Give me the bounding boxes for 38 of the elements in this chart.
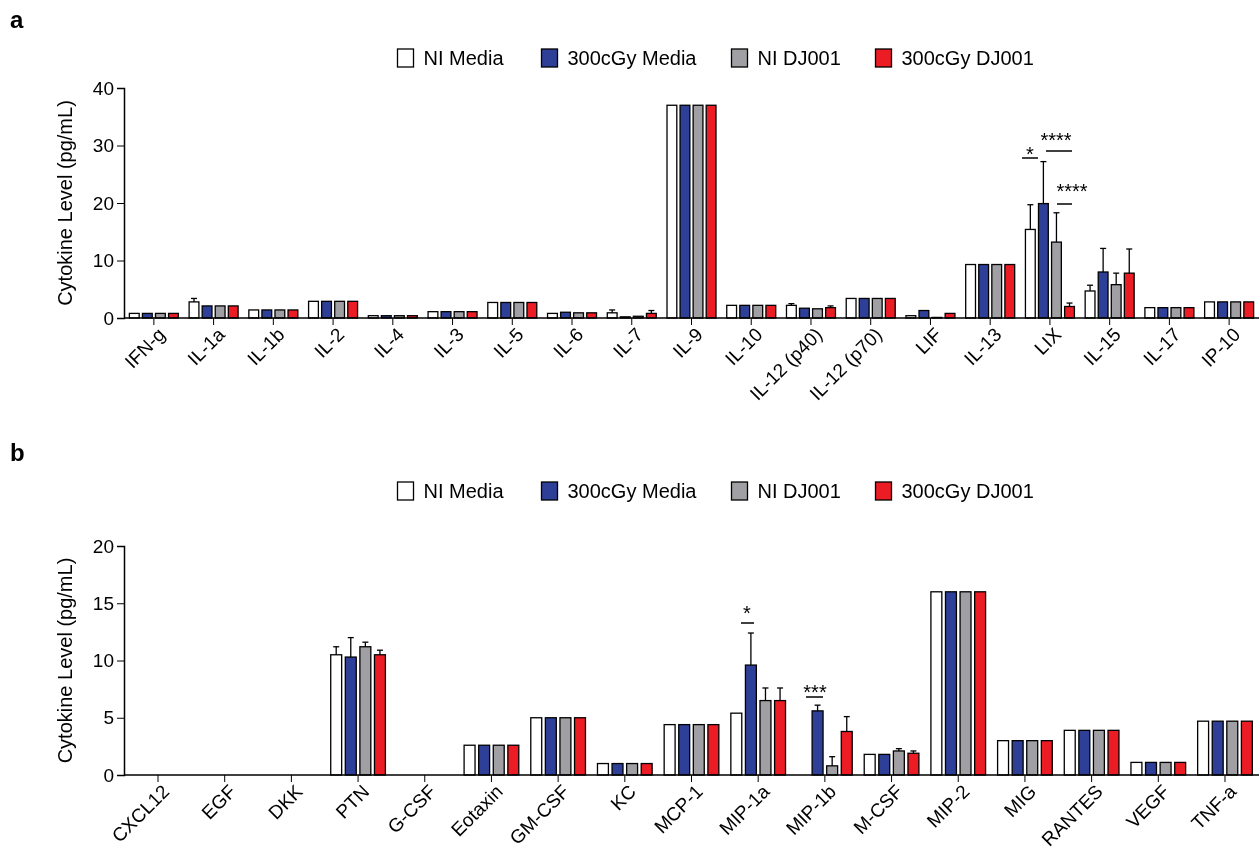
x-tick-label: IL-2 — [310, 323, 349, 362]
chart-title: a — [10, 6, 24, 33]
y-tick-label: 0 — [103, 764, 114, 786]
legend-label: 300cGy Media — [567, 47, 698, 69]
x-tick-label: MIG — [999, 780, 1041, 821]
y-tick-label: 0 — [103, 307, 114, 329]
legend-label: NI DJ001 — [757, 479, 841, 502]
legend-label: 300cGy DJ001 — [901, 47, 1034, 69]
annotation: * — [743, 601, 752, 624]
y-axis-title: Cytokine Level (pg/mL) — [54, 557, 76, 763]
x-tick-label: IL-3 — [429, 323, 468, 362]
annotation: **** — [1040, 129, 1072, 151]
x-tick-label: LIX — [1030, 323, 1066, 359]
legend-label: NI Media — [423, 479, 505, 502]
legend-label: 300cGy DJ001 — [901, 479, 1034, 502]
x-tick-label: IL-9 — [668, 323, 707, 362]
x-tick-label: IL-5 — [489, 323, 528, 362]
y-tick-label: 15 — [92, 592, 114, 614]
y-tick-label: 40 — [92, 77, 114, 99]
x-tick-label: KC — [606, 780, 641, 814]
y-tick-label: 20 — [92, 535, 114, 557]
annotation: *** — [803, 680, 827, 703]
annotation: **** — [1056, 180, 1088, 202]
x-tick-label: IL-7 — [609, 323, 648, 362]
legend-label: 300cGy Media — [567, 479, 698, 502]
y-tick-label: 10 — [92, 250, 114, 272]
y-tick-label: 20 — [92, 192, 114, 214]
annotation: * — [1026, 143, 1035, 165]
x-tick-label: IL-6 — [549, 323, 588, 362]
x-tick-label: LIF — [911, 323, 946, 359]
y-tick-label: 5 — [103, 706, 114, 728]
x-tick-label: IL-4 — [370, 323, 409, 362]
y-tick-label: 30 — [92, 135, 114, 157]
y-tick-label: 10 — [92, 649, 114, 671]
chart-title: b — [10, 438, 25, 466]
legend-label: NI DJ001 — [757, 47, 841, 69]
y-axis-title: Cytokine Level (pg/mL) — [54, 100, 76, 306]
legend-label: NI Media — [423, 47, 505, 69]
